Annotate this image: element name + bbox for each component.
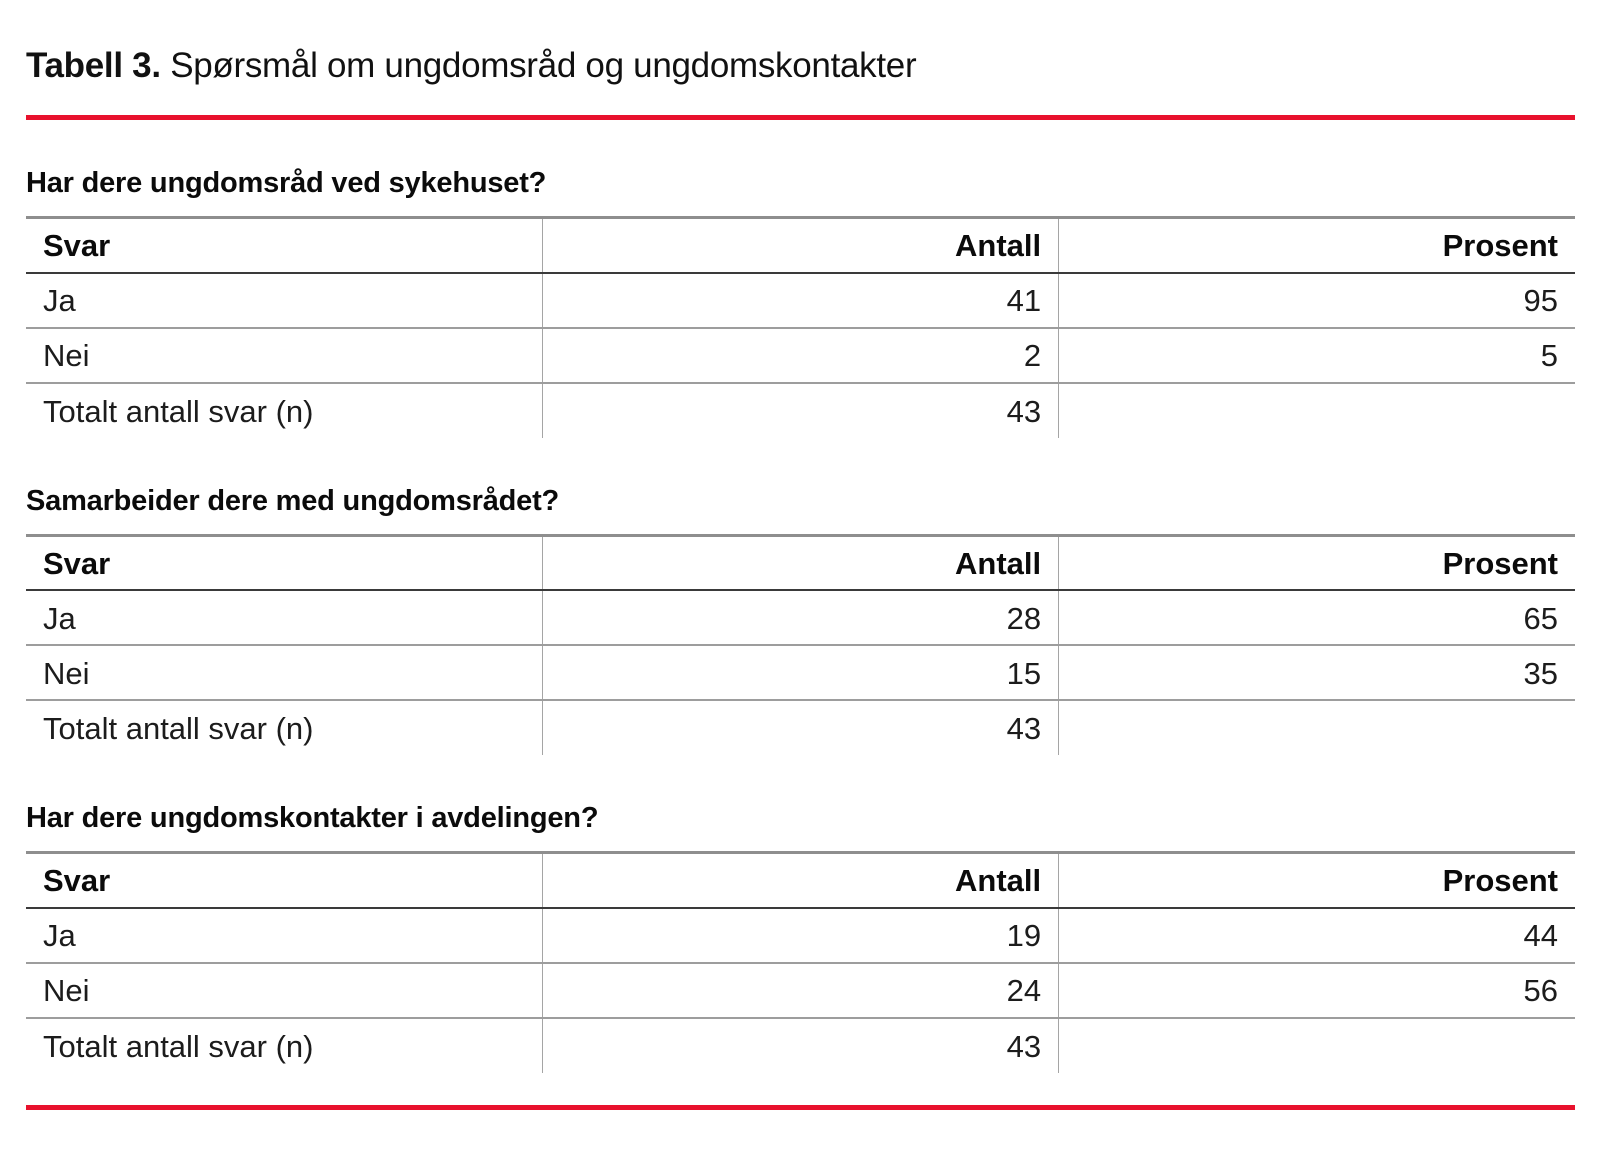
prosent-value: 44 — [1058, 907, 1575, 964]
total-antall-value: 43 — [541, 382, 1059, 438]
column-header-prosent: Prosent — [1058, 217, 1575, 274]
column-header-svar: Svar — [26, 852, 543, 909]
prosent-value: 35 — [1058, 645, 1575, 701]
column-header-antall: Antall — [541, 852, 1059, 909]
table-number-label: Tabell 3. — [26, 46, 161, 85]
header-row: Svar Antall Prosent — [26, 852, 1575, 909]
total-prosent-value — [1058, 1017, 1575, 1073]
data-table-2: Svar Antall Prosent Ja 28 65 Nei 15 35 T… — [26, 533, 1575, 755]
page-title: Tabell 3. Spørsmål om ungdomsråd og ungd… — [26, 42, 1575, 89]
prosent-value: 65 — [1058, 590, 1575, 646]
answer-label: Nei — [26, 327, 543, 384]
prosent-value: 95 — [1058, 272, 1575, 329]
question-heading-3: Har dere ungdomskontakter i avdelingen? — [26, 802, 599, 834]
antall-value: 19 — [541, 907, 1059, 964]
total-antall-value: 43 — [541, 700, 1059, 755]
question-heading-1: Har dere ungdomsråd ved sykehuset? — [26, 167, 547, 199]
column-header-antall: Antall — [541, 217, 1059, 274]
header-row: Svar Antall Prosent — [26, 535, 1575, 591]
bottom-red-rule — [26, 1104, 1575, 1110]
total-label: Totalt antall svar (n) — [43, 1028, 314, 1064]
total-label: Totalt antall svar (n) — [43, 711, 314, 746]
table-row-total: Totalt antall svar (n) 43 — [26, 382, 1575, 438]
table-row: Nei 24 56 — [26, 962, 1575, 1019]
table-row: Ja 28 65 — [26, 590, 1575, 646]
prosent-value: 56 — [1058, 962, 1575, 1019]
column-header-antall: Antall — [541, 535, 1059, 591]
total-label: Totalt antall svar (n) — [43, 393, 314, 429]
table-row: Ja 19 44 — [26, 907, 1575, 964]
question-heading-2: Samarbeider dere med ungdomsrådet? — [26, 484, 560, 517]
data-table-1: Svar Antall Prosent Ja 41 95 Nei 2 5 Tot… — [26, 216, 1575, 438]
antall-value: 28 — [541, 590, 1059, 646]
antall-value: 41 — [541, 272, 1059, 329]
table-caption: Spørsmål om ungdomsråd og ungdomskontakt… — [170, 46, 917, 85]
total-prosent-value — [1058, 382, 1575, 438]
column-header-svar: Svar — [26, 535, 543, 591]
antall-value: 24 — [541, 962, 1059, 1019]
answer-label: Nei — [26, 962, 543, 1019]
total-prosent-value — [1058, 700, 1575, 755]
table-row: Ja 41 95 — [26, 272, 1575, 329]
answer-label: Ja — [26, 272, 543, 329]
question-section-3: Har dere ungdomskontakter i avdelingen? … — [26, 801, 1575, 1073]
table-row: Nei 2 5 — [26, 327, 1575, 384]
column-header-prosent: Prosent — [1058, 852, 1575, 909]
antall-value: 15 — [541, 645, 1059, 701]
answer-label: Ja — [26, 907, 543, 964]
question-section-1: Har dere ungdomsråd ved sykehuset? Svar … — [26, 166, 1575, 438]
header-row: Svar Antall Prosent — [26, 217, 1575, 274]
total-antall-value: 43 — [541, 1017, 1059, 1073]
answer-label: Nei — [26, 645, 543, 701]
table-row-total: Totalt antall svar (n) 43 — [26, 700, 1575, 755]
prosent-value: 5 — [1058, 327, 1575, 384]
answer-label: Ja — [26, 590, 543, 646]
data-table-3: Svar Antall Prosent Ja 19 44 Nei 24 56 T… — [26, 851, 1575, 1073]
table-row-total: Totalt antall svar (n) 43 — [26, 1017, 1575, 1073]
table-row: Nei 15 35 — [26, 645, 1575, 701]
antall-value: 2 — [541, 327, 1059, 384]
question-section-2: Samarbeider dere med ungdomsrådet? Svar … — [26, 484, 1575, 755]
column-header-prosent: Prosent — [1058, 535, 1575, 591]
column-header-svar: Svar — [26, 217, 543, 274]
top-red-rule — [26, 115, 1575, 120]
